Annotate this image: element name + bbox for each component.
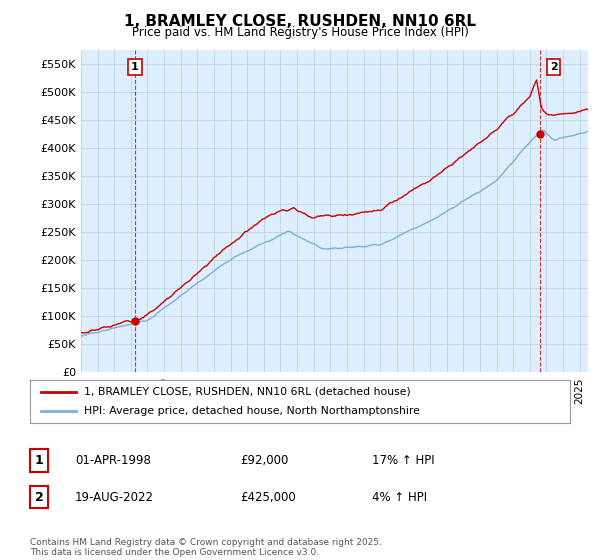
Text: Price paid vs. HM Land Registry's House Price Index (HPI): Price paid vs. HM Land Registry's House … [131, 26, 469, 39]
Text: 1: 1 [131, 62, 139, 72]
Text: £425,000: £425,000 [240, 491, 296, 504]
Text: 01-APR-1998: 01-APR-1998 [75, 454, 151, 467]
Text: 2: 2 [550, 62, 557, 72]
Text: 1, BRAMLEY CLOSE, RUSHDEN, NN10 6RL: 1, BRAMLEY CLOSE, RUSHDEN, NN10 6RL [124, 14, 476, 29]
Text: HPI: Average price, detached house, North Northamptonshire: HPI: Average price, detached house, Nort… [84, 407, 420, 416]
Text: 2: 2 [35, 491, 43, 504]
Text: 1: 1 [35, 454, 43, 467]
Text: 4% ↑ HPI: 4% ↑ HPI [372, 491, 427, 504]
Text: £92,000: £92,000 [240, 454, 289, 467]
Text: 19-AUG-2022: 19-AUG-2022 [75, 491, 154, 504]
Text: 1, BRAMLEY CLOSE, RUSHDEN, NN10 6RL (detached house): 1, BRAMLEY CLOSE, RUSHDEN, NN10 6RL (det… [84, 387, 411, 396]
Text: Contains HM Land Registry data © Crown copyright and database right 2025.
This d: Contains HM Land Registry data © Crown c… [30, 538, 382, 557]
Text: 17% ↑ HPI: 17% ↑ HPI [372, 454, 434, 467]
